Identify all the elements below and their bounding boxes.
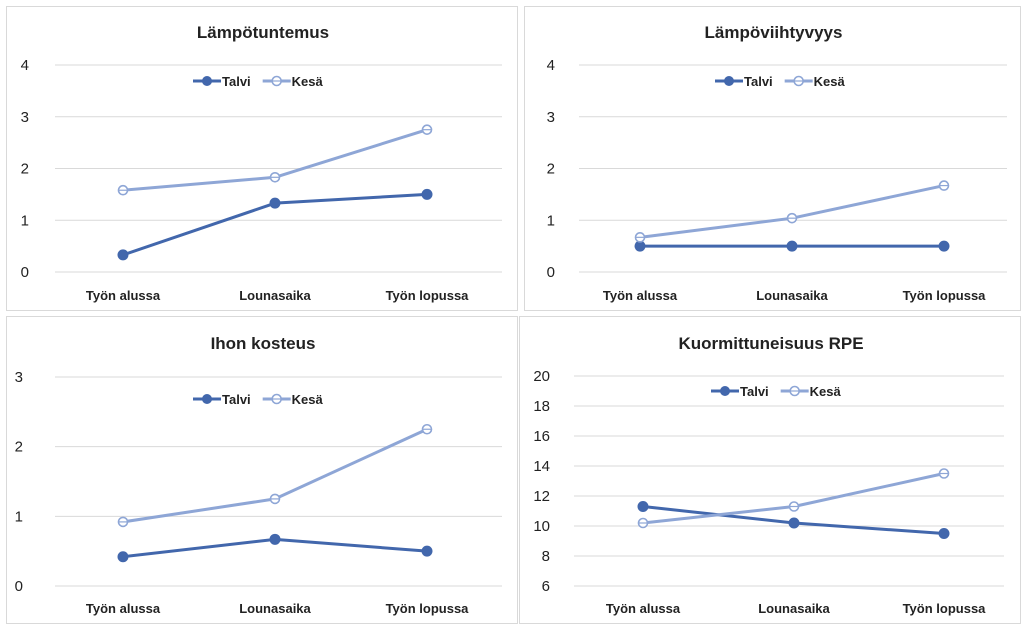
- legend-marker-talvi: [724, 76, 734, 86]
- y-tick-label: 4: [547, 57, 555, 74]
- data-point-talvi: [938, 240, 950, 252]
- legend: Talvi Kesä: [193, 392, 324, 407]
- y-tick-label: 3: [21, 109, 29, 126]
- y-tick-label: 10: [533, 518, 550, 535]
- x-category-label: Työn lopussa: [386, 288, 470, 303]
- y-tick-label: 0: [15, 578, 23, 595]
- legend-marker-talvi: [202, 76, 212, 86]
- x-category-label: Lounasaika: [239, 601, 311, 616]
- legend-label-kesa: Kesä: [292, 392, 324, 407]
- y-tick-label: 12: [533, 488, 550, 505]
- data-point-talvi: [117, 551, 129, 563]
- legend: Talvi Kesä: [711, 384, 842, 399]
- chart-title: Lämpöviihtyvyys: [705, 23, 843, 42]
- series-line-kesa: [638, 184, 946, 239]
- data-point-talvi: [938, 528, 950, 539]
- data-point-talvi: [117, 249, 129, 261]
- y-tick-label: 0: [547, 264, 555, 281]
- x-category-label: Lounasaika: [756, 288, 828, 303]
- y-tick-label: 18: [533, 398, 550, 415]
- series-line-kesa: [121, 427, 429, 524]
- chart-lampotuntemus: Lämpötuntemus 0 1 2 3 4 Työn alussa Lounasaika T…: [21, 23, 502, 303]
- x-category-label: Työn alussa: [606, 601, 681, 616]
- legend-marker-talvi: [202, 394, 212, 404]
- x-category-label: Työn alussa: [86, 288, 161, 303]
- y-tick-label: 0: [21, 264, 29, 281]
- x-category-label: Työn lopussa: [903, 288, 987, 303]
- y-tick-label: 1: [21, 212, 29, 229]
- data-point-talvi: [788, 517, 800, 529]
- chart-panel-lampoviihtyvyys: Lämpöviihtyvyys 0 1 2 3 4 Työn alussa Lounasaik…: [524, 6, 1021, 311]
- legend-label-kesa: Kesä: [292, 74, 324, 89]
- data-point-talvi: [421, 188, 433, 200]
- data-point-talvi: [269, 533, 281, 545]
- y-tick-label: 2: [547, 161, 555, 178]
- y-tick-label: 8: [542, 548, 550, 565]
- data-point-talvi: [269, 197, 281, 209]
- data-point-talvi: [637, 501, 649, 512]
- chart-lampoviihtyvyys: Lämpöviihtyvyys 0 1 2 3 4 Työn alussa Lounasaik…: [547, 23, 1007, 303]
- x-category-label: Työn lopussa: [903, 601, 987, 616]
- chart-panel-ihon-kosteus: Ihon kosteus 0 1 2 3 Työn alussa Lounasaika Työ…: [6, 316, 518, 624]
- legend-label-talvi: Talvi: [222, 392, 251, 407]
- y-tick-label: 20: [533, 368, 550, 385]
- legend-label-talvi: Talvi: [740, 384, 769, 399]
- x-category-label: Lounasaika: [758, 601, 830, 616]
- series-line-kesa: [641, 472, 946, 525]
- chart-panel-kuormittuneisuus-rpe: Kuormittuneisuus RPE 6 8 10 12 14 16 18 20 Työn a…: [519, 316, 1021, 624]
- legend-label-kesa: Kesä: [810, 384, 842, 399]
- chart-title: Kuormittuneisuus RPE: [678, 334, 863, 353]
- chart-title: Lämpötuntemus: [197, 23, 329, 42]
- y-tick-label: 1: [15, 508, 23, 525]
- legend-label-talvi: Talvi: [744, 74, 773, 89]
- y-tick-label: 4: [21, 57, 29, 74]
- y-tick-label: 2: [21, 161, 29, 178]
- data-point-talvi: [786, 240, 798, 252]
- x-category-label: Työn alussa: [86, 601, 161, 616]
- chart-kuormittuneisuus-rpe: Kuormittuneisuus RPE 6 8 10 12 14 16 18 20 Työn a…: [533, 334, 1004, 616]
- legend: Talvi Kesä: [715, 74, 846, 89]
- legend-label-kesa: Kesä: [814, 74, 846, 89]
- x-category-label: Työn lopussa: [386, 601, 470, 616]
- chart-panel-lampotuntemus: Lämpötuntemus 0 1 2 3 4 Työn alussa Lounasaika T…: [6, 6, 518, 311]
- y-tick-label: 3: [547, 109, 555, 126]
- legend-label-talvi: Talvi: [222, 74, 251, 89]
- legend-marker-talvi: [720, 386, 730, 396]
- x-category-label: Lounasaika: [239, 288, 311, 303]
- y-tick-label: 1: [547, 212, 555, 229]
- chart-title: Ihon kosteus: [211, 334, 316, 353]
- data-point-talvi: [421, 545, 433, 557]
- y-tick-label: 16: [533, 428, 550, 445]
- x-category-label: Työn alussa: [603, 288, 678, 303]
- y-tick-label: 3: [15, 369, 23, 386]
- legend: Talvi Kesä: [193, 74, 324, 89]
- chart-ihon-kosteus: Ihon kosteus 0 1 2 3 Työn alussa Lounasaika Työ…: [15, 334, 502, 616]
- y-tick-label: 2: [15, 439, 23, 456]
- y-tick-label: 14: [533, 458, 550, 475]
- y-tick-label: 6: [542, 578, 550, 595]
